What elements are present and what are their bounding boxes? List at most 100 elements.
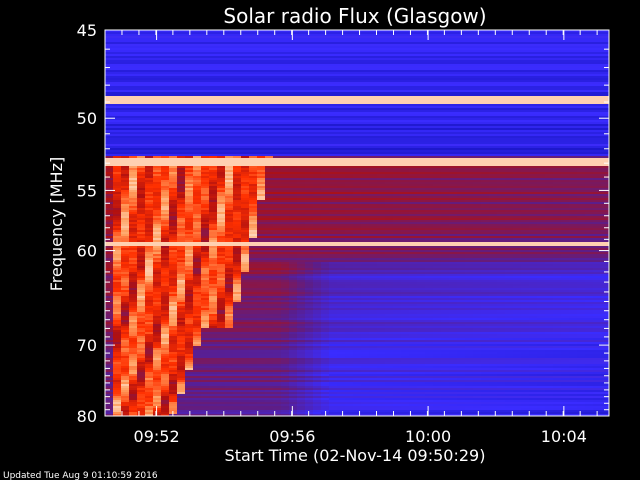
spectrogram-cell <box>433 84 441 86</box>
spectrogram-cell <box>265 184 273 186</box>
spectrogram-cell <box>417 182 425 184</box>
spectrogram-cell <box>529 108 537 110</box>
spectrogram-cell <box>329 78 337 80</box>
spectrogram-cell <box>465 90 473 92</box>
spectrogram-cell <box>289 56 297 58</box>
spectrogram-cell <box>497 48 505 50</box>
spectrogram-cell <box>561 106 569 108</box>
spectrogram-cell <box>289 138 297 140</box>
spectrogram-cell <box>497 116 505 118</box>
spectrogram-cell <box>465 178 473 180</box>
spectrogram-cell <box>105 116 113 118</box>
spectrogram-cell <box>513 128 521 130</box>
spectrogram-cell <box>353 120 361 122</box>
spectrogram-cell <box>593 140 601 142</box>
spectrogram-cell <box>113 150 121 152</box>
spectrogram-cell <box>233 108 241 110</box>
spectrogram-cell <box>601 72 609 74</box>
spectrogram-cell <box>537 144 545 146</box>
spectrogram-cell <box>193 114 201 116</box>
spectrogram-cell <box>441 34 449 36</box>
spectrogram-cell <box>193 118 201 120</box>
spectrogram-cell <box>313 106 321 108</box>
spectrogram-cell <box>153 132 161 134</box>
spectrogram-cell <box>241 136 249 138</box>
spectrogram-cell <box>417 100 425 102</box>
spectrogram-cell <box>441 74 449 76</box>
spectrogram-cell <box>121 108 129 110</box>
spectrogram-cell <box>529 128 537 130</box>
spectrogram-cell <box>233 54 241 56</box>
spectrogram-cell <box>441 172 449 174</box>
spectrogram-cell <box>369 170 377 172</box>
spectrogram-cell <box>305 76 313 78</box>
spectrogram-cell <box>561 112 569 114</box>
spectrogram-cell <box>329 136 337 138</box>
spectrogram-cell <box>481 100 489 102</box>
spectrogram-cell <box>169 138 177 140</box>
spectrogram-cell <box>297 154 305 156</box>
spectrogram-cell <box>177 52 185 54</box>
spectrogram-cell <box>305 138 313 140</box>
spectrogram-cell <box>601 74 609 76</box>
spectrogram-cell <box>513 100 521 102</box>
spectrogram-cell <box>385 102 393 104</box>
spectrogram-cell <box>249 76 257 78</box>
spectrogram-cell <box>105 186 113 188</box>
spectrogram-cell <box>497 96 505 98</box>
spectrogram-cell <box>185 150 193 152</box>
spectrogram-cell <box>161 124 169 126</box>
spectrogram-cell <box>441 76 449 78</box>
spectrogram-cell <box>601 166 609 168</box>
spectrogram-cell <box>337 54 345 56</box>
spectrogram-cell <box>433 136 441 138</box>
spectrogram-cell <box>105 168 113 170</box>
spectrogram-cell <box>345 90 353 92</box>
spectrogram-cell <box>305 130 313 132</box>
spectrogram-cell <box>233 184 241 186</box>
spectrogram-cell <box>153 158 161 160</box>
spectrogram-cell <box>297 134 305 136</box>
spectrogram-cell <box>217 178 225 180</box>
spectrogram-cell <box>329 98 337 100</box>
spectrogram-cell <box>353 186 361 188</box>
spectrogram-cell <box>497 104 505 106</box>
spectrogram-cell <box>257 116 265 118</box>
spectrogram-cell <box>569 78 577 80</box>
spectrogram-cell <box>313 176 321 178</box>
spectrogram-cell <box>233 136 241 138</box>
spectrogram-cell <box>481 122 489 124</box>
spectrogram-cell <box>105 68 113 70</box>
spectrogram-cell <box>209 72 217 74</box>
spectrogram-cell <box>241 178 249 180</box>
spectrogram-cell <box>449 100 457 102</box>
spectrogram-cell <box>281 176 289 178</box>
spectrogram-cell <box>249 50 257 52</box>
spectrogram-cell <box>137 100 145 102</box>
spectrogram-cell <box>297 108 305 110</box>
spectrogram-cell <box>401 36 409 38</box>
spectrogram-cell <box>585 50 593 52</box>
spectrogram-cell <box>585 84 593 86</box>
spectrogram-cell <box>105 172 113 174</box>
spectrogram-cell <box>289 98 297 100</box>
spectrogram-cell <box>177 30 185 32</box>
spectrogram-cell <box>529 130 537 132</box>
spectrogram-cell <box>441 44 449 46</box>
spectrogram-cell <box>161 108 169 110</box>
spectrogram-cell <box>385 130 393 132</box>
spectrogram-cell <box>337 150 345 152</box>
spectrogram-cell <box>497 156 505 158</box>
spectrogram-cell <box>185 130 193 132</box>
spectrogram-cell <box>361 90 369 92</box>
spectrogram-cell <box>433 86 441 88</box>
spectrogram-cell <box>297 146 305 148</box>
spectrogram-cell <box>417 46 425 48</box>
spectrogram-cell <box>105 164 113 166</box>
spectrogram-cell <box>169 132 177 134</box>
spectrogram-cell <box>513 48 521 50</box>
spectrogram-cell <box>529 168 537 170</box>
spectrogram-cell <box>465 68 473 70</box>
spectrogram-cell <box>345 54 353 56</box>
spectrogram-cell <box>217 108 225 110</box>
